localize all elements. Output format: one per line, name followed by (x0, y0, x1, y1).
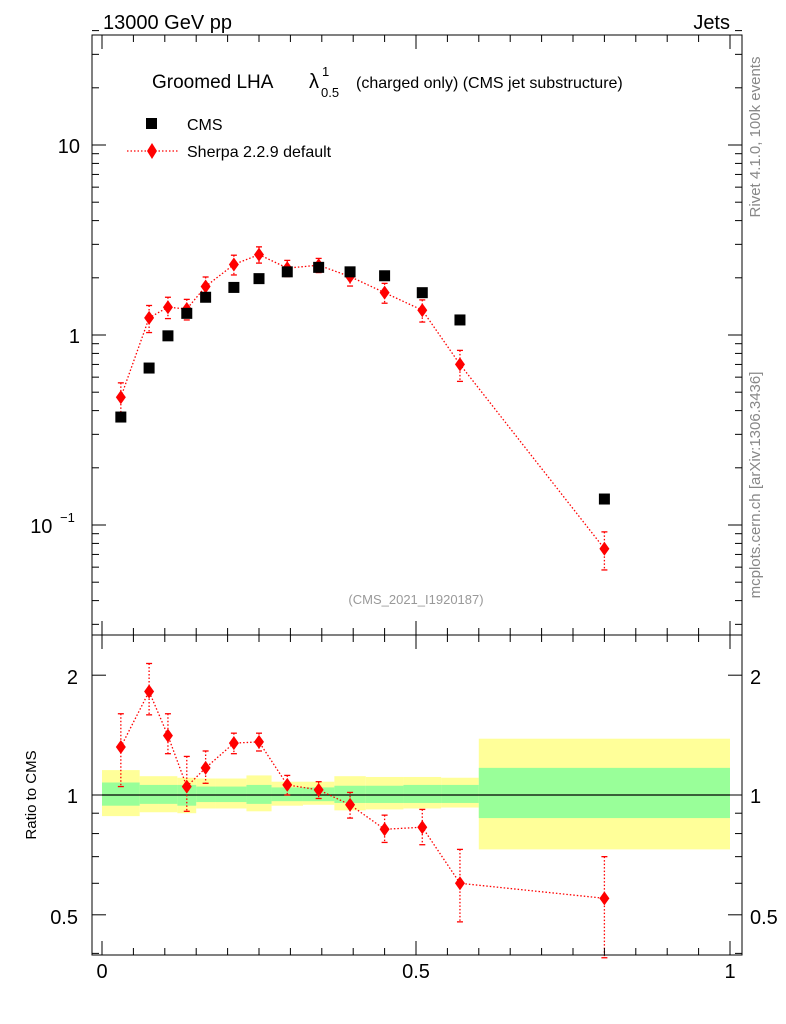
ratio-uncertainty-bands (102, 738, 730, 850)
legend: CMS Sherpa 2.2.9 default (127, 117, 332, 161)
ratio-ytick-label-1-left: 1 (67, 786, 78, 808)
main-panel-data (115, 246, 610, 571)
cms-point (115, 411, 127, 423)
cms-point (344, 266, 356, 278)
ratio-point (228, 736, 239, 751)
sherpa-point (599, 541, 610, 556)
ratio-band-green (158, 784, 178, 804)
cms-point (181, 307, 193, 319)
cms-point (228, 281, 240, 293)
xtick-label-0p5: 0.5 (402, 961, 430, 983)
sherpa-point (115, 390, 126, 405)
analysis-watermark: (CMS_2021_I1920187) (348, 592, 483, 607)
ratio-ytick-label-1-right: 1 (750, 786, 761, 808)
ratio-point (144, 684, 155, 699)
main-ytick-label-10: 10 (58, 136, 80, 158)
ratio-point (345, 797, 356, 812)
title-prefix: Groomed LHA (152, 72, 274, 93)
ratio-band-green (246, 784, 272, 804)
sherpa-point (228, 257, 239, 272)
xtick-label-1: 1 (724, 961, 735, 983)
ratio-point (313, 782, 324, 797)
cms-point (416, 287, 428, 299)
main-ytick-label-0p1-exponent: −1 (60, 510, 75, 525)
sherpa-line (120, 253, 605, 550)
ratio-point (162, 728, 173, 743)
main-ytick-label-1: 1 (69, 326, 80, 348)
cms-point (281, 266, 293, 278)
sherpa-point (144, 310, 155, 325)
ratio-ytick-label-2-left: 2 (67, 667, 78, 689)
sherpa-point (417, 303, 428, 318)
ratio-ytick-label-0p5-left: 0.5 (50, 907, 78, 929)
ratio-sherpa-line (120, 689, 605, 899)
cms-point (313, 261, 325, 273)
ratio-panel-data (115, 662, 610, 959)
cms-point (253, 273, 265, 285)
legend-sherpa-label: Sherpa 2.2.9 default (187, 144, 332, 161)
ratio-ylabel: Ratio to CMS (23, 750, 40, 839)
cms-point (379, 270, 391, 282)
legend-cms-marker (146, 118, 157, 129)
main-ytick-label-0p1: 10 −1 (30, 510, 75, 538)
ratio-point (417, 820, 428, 835)
ratio-band-green (196, 786, 216, 803)
ratio-band-green (478, 767, 730, 819)
legend-sherpa-marker (147, 143, 157, 159)
ratio-point (254, 734, 264, 749)
ratio-band-green (334, 785, 366, 803)
ratio-band-green (403, 784, 442, 803)
title-subscript: 0.5 (321, 85, 339, 100)
ratio-point (181, 779, 192, 794)
ratio-point (454, 876, 465, 891)
main-ytick-label-0p1-base: 10 (30, 516, 52, 538)
cms-point (143, 362, 155, 374)
cms-point (598, 493, 610, 505)
cms-point (454, 314, 466, 326)
main-panel-axes (92, 30, 742, 635)
mcplots-site-label: mcplots.cern.ch [arXiv:1306.3436] (747, 372, 764, 599)
ratio-ytick-label-2-right: 2 (750, 667, 761, 689)
sherpa-point (379, 285, 390, 300)
title-lambda-symbol: λ (309, 71, 319, 93)
energy-label: 13000 GeV pp (103, 12, 232, 34)
sherpa-point (454, 357, 465, 372)
sherpa-point (162, 300, 173, 315)
ratio-ytick-label-0p5-right: 0.5 (750, 907, 778, 929)
rivet-version-label: Rivet 4.1.0, 100k events (747, 57, 764, 218)
ratio-point (200, 760, 211, 775)
legend-cms-label: CMS (187, 117, 223, 134)
ratio-band-green (102, 782, 140, 806)
ratio-point (115, 740, 126, 755)
ratio-point (282, 777, 293, 792)
ratio-panel-axes (92, 635, 742, 955)
cms-point (162, 330, 174, 342)
category-label: Jets (693, 12, 730, 34)
ratio-band-green (441, 784, 479, 803)
ratio-point (599, 891, 610, 906)
cms-point (200, 291, 212, 303)
ratio-band-green (365, 785, 404, 803)
xtick-label-0: 0 (96, 961, 107, 983)
ratio-band-green (215, 786, 247, 803)
plot-title: Groomed LHA λ 1 0.5 (charged only) (CMS … (152, 60, 623, 102)
ratio-point (379, 822, 390, 837)
title-suffix: (charged only) (CMS jet substructure) (356, 75, 623, 92)
sherpa-point (254, 247, 264, 262)
ratio-band-green (139, 784, 159, 804)
sherpa-point (200, 279, 211, 294)
title-superscript: 1 (322, 64, 329, 79)
